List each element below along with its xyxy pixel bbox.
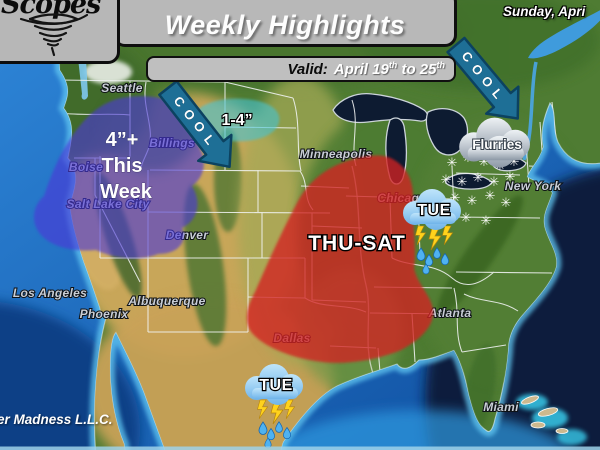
- bottom-edge-strip: [0, 446, 600, 450]
- tue-badge-texas: TUE: [245, 364, 303, 449]
- watermark: er Madness L.L.C.: [0, 412, 113, 427]
- storm-window-label: THU-SAT: [308, 232, 406, 255]
- snowflake-icon: ✳: [505, 169, 516, 184]
- west-snow-line2: This: [101, 155, 142, 177]
- city-label-new-york: New York: [505, 179, 562, 193]
- snowflake-icon: ✳: [447, 155, 458, 170]
- logo-text: Scopes: [1, 0, 101, 20]
- cool-arrow-northeast: C O O L: [446, 36, 520, 120]
- snowflake-icon: ✳: [473, 170, 484, 185]
- city-label-miami: Miami: [483, 400, 519, 414]
- title-banner: Weekly Highlights: [113, 0, 457, 47]
- snowflake-icon: ✳: [489, 174, 500, 189]
- great-lakes: [332, 93, 527, 190]
- city-label-minneapolis: Minneapolis: [300, 147, 373, 161]
- logo: Scopes: [0, 0, 120, 64]
- west-snow-line3: Week: [100, 181, 153, 203]
- valid-banner: Valid: April 19th to 25th: [146, 56, 456, 82]
- snowflake-icon: ✳: [509, 154, 520, 169]
- snowflake-icon: ✳: [457, 174, 468, 189]
- city-label-seattle: Seattle: [101, 81, 142, 95]
- snow-band-label: 1-4”: [221, 112, 252, 129]
- snowflake-icon: ✳: [501, 195, 512, 210]
- snowflake-icon: ✳: [479, 154, 490, 169]
- page-title: Weekly Highlights: [164, 10, 406, 40]
- storm-risk-overlay: [246, 155, 434, 363]
- city-label-atlanta: Atlanta: [428, 306, 472, 320]
- tue-label: TUE: [259, 377, 293, 394]
- snowflake-icon: ✳: [481, 213, 492, 228]
- snowflake-icon: ✳: [450, 190, 461, 205]
- flurries-cloud: Flurries: [459, 117, 530, 168]
- snowflake-icon: ✳: [467, 193, 478, 208]
- west-snow-label: 4”+ This Week: [100, 129, 154, 204]
- tornado-icon: [19, 13, 89, 57]
- valid-label: Valid:: [287, 60, 328, 78]
- cool-arrow-northwest: C O O L: [158, 79, 233, 169]
- city-label-los-angeles: Los Angeles: [13, 286, 87, 300]
- heavy-snow-overlay: [33, 96, 204, 259]
- flurries-label: Flurries: [472, 137, 522, 152]
- city-label-phoenix: Phoenix: [80, 307, 130, 321]
- valid-date: April 19th to 25th: [333, 60, 445, 78]
- tue-badge-midwest: TUE: [403, 189, 461, 275]
- city-label-albuquerque: Albuquerque: [127, 294, 205, 308]
- west-snow-line1: 4”+: [106, 129, 139, 151]
- snowflake-icon: ✳: [441, 172, 452, 187]
- snowflake-icon: ✳: [461, 210, 472, 225]
- date-text: Sunday, Apri: [503, 4, 586, 19]
- snowflake-icon: ✳: [485, 188, 496, 203]
- bahamas-islands: [516, 394, 587, 445]
- tue-label: TUE: [417, 202, 451, 219]
